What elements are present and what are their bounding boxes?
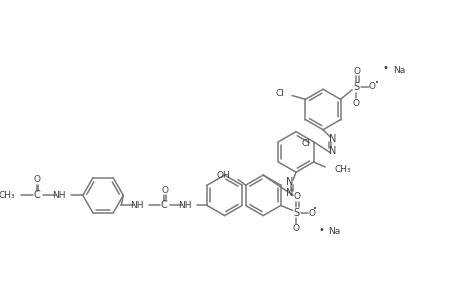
Text: Cl: Cl bbox=[301, 139, 309, 148]
Text: •: • bbox=[313, 206, 317, 212]
Text: N: N bbox=[328, 134, 336, 144]
Text: N: N bbox=[285, 188, 292, 198]
Text: OH: OH bbox=[216, 171, 230, 180]
Text: •: • bbox=[382, 64, 388, 74]
Text: C: C bbox=[33, 190, 40, 200]
Text: O: O bbox=[352, 99, 359, 108]
Text: •: • bbox=[318, 225, 324, 235]
Text: NH: NH bbox=[129, 201, 143, 210]
Text: Na: Na bbox=[392, 66, 404, 75]
Text: O: O bbox=[353, 67, 360, 76]
Text: Na: Na bbox=[327, 227, 340, 236]
Text: Cl: Cl bbox=[275, 89, 284, 98]
Text: O: O bbox=[368, 82, 375, 91]
Text: S: S bbox=[292, 208, 299, 218]
Text: N: N bbox=[328, 146, 336, 156]
Text: O: O bbox=[292, 224, 299, 233]
Text: O: O bbox=[308, 209, 314, 218]
Text: O: O bbox=[161, 185, 168, 194]
Text: O: O bbox=[293, 192, 300, 201]
Text: CH₃: CH₃ bbox=[334, 165, 351, 174]
Text: •: • bbox=[375, 80, 378, 86]
Text: CH₃: CH₃ bbox=[0, 191, 15, 200]
Text: C: C bbox=[160, 200, 167, 211]
Text: N: N bbox=[285, 177, 292, 187]
Text: NH: NH bbox=[52, 191, 65, 200]
Text: S: S bbox=[352, 82, 358, 92]
Text: NH: NH bbox=[178, 201, 191, 210]
Text: O: O bbox=[34, 176, 41, 184]
